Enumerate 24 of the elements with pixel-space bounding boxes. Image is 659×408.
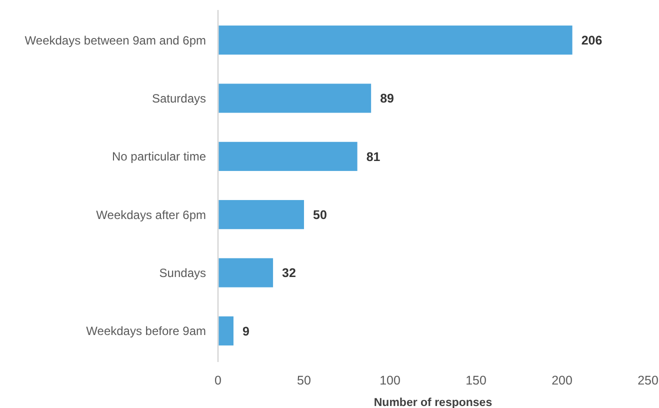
bar: [218, 316, 234, 346]
y-tick-label: No particular time: [112, 150, 206, 164]
x-tick-label: 100: [380, 373, 400, 388]
data-label: 50: [313, 208, 327, 222]
bar: [218, 200, 304, 230]
y-tick-label: Weekdays after 6pm: [96, 208, 206, 222]
y-tick-label: Weekdays before 9am: [86, 324, 206, 338]
data-label: 89: [380, 92, 394, 106]
bar: [218, 26, 572, 55]
x-tick-label: 200: [552, 373, 572, 388]
bar: [218, 142, 358, 171]
x-tick-label: 250: [638, 373, 658, 388]
x-tick-label: 50: [297, 373, 311, 388]
y-tick-label: Weekdays between 9am and 6pm: [24, 33, 206, 48]
data-label: 206: [581, 33, 602, 48]
data-label: 81: [366, 150, 380, 164]
x-tick-label: 150: [466, 373, 486, 388]
y-tick-label: Saturdays: [152, 91, 206, 106]
bar: [218, 84, 372, 113]
bar: [218, 258, 274, 288]
data-label: 9: [242, 324, 250, 338]
x-tick-label: 0: [214, 373, 222, 388]
data-label: 32: [282, 266, 296, 280]
y-tick-label: Sundays: [159, 266, 206, 280]
